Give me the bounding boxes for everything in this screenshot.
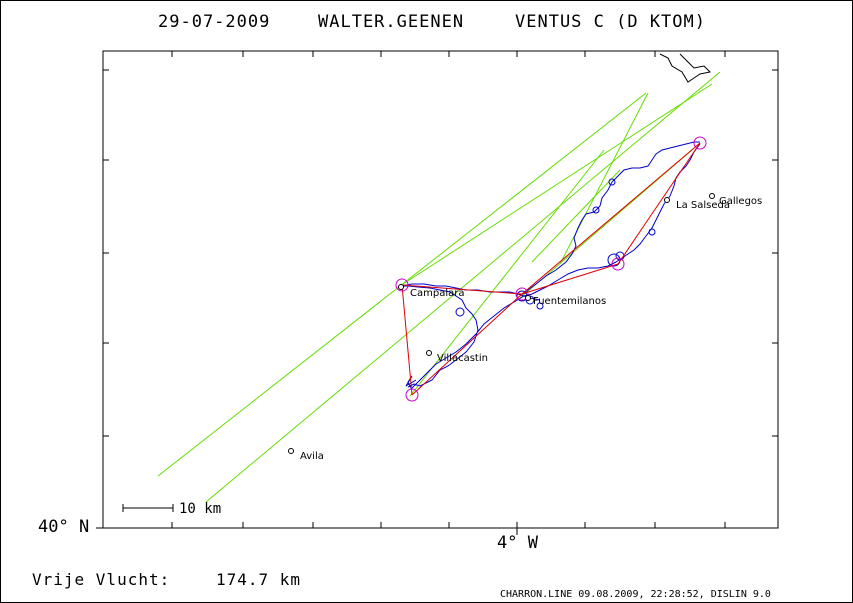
bottom-ticks xyxy=(171,522,726,535)
place-dot xyxy=(709,193,715,199)
flight-date: 29-07-2009 xyxy=(158,12,270,32)
plot-frame xyxy=(102,50,779,529)
right-ticks xyxy=(772,69,778,437)
place-label: Gallegos xyxy=(719,196,762,207)
pilot-name: WALTER.GEENEN xyxy=(318,12,464,32)
turnpoint-marker xyxy=(395,278,409,292)
task-legs xyxy=(401,142,701,396)
place-label: La Salseda xyxy=(676,200,730,211)
place-markers xyxy=(288,193,715,454)
left-ticks xyxy=(96,69,109,529)
flight-distance: 174.7 km xyxy=(216,570,301,589)
software-credit: CHARRON.LINE 09.08.2009, 22:28:52, DISLI… xyxy=(500,589,771,600)
place-label: Avila xyxy=(300,451,324,462)
top-ticks xyxy=(171,51,726,57)
place-dot xyxy=(288,448,294,454)
gps-track xyxy=(401,141,701,391)
place-label: Fuentemilanos xyxy=(533,296,606,307)
observation-sectors xyxy=(157,71,721,503)
place-dot xyxy=(664,197,670,203)
place-label: Villacastin xyxy=(437,353,488,364)
place-dot xyxy=(398,284,404,290)
place-label: Campalara xyxy=(410,288,464,299)
glider-name: VENTUS C (D KTOM) xyxy=(515,12,706,32)
scale-bar-label: 10 km xyxy=(179,501,221,517)
turnpoints xyxy=(395,136,707,402)
place-dot xyxy=(525,295,531,301)
scale-bar xyxy=(122,504,174,512)
place-dot xyxy=(426,350,432,356)
longitude-label: 4° W xyxy=(497,533,539,553)
coastline xyxy=(659,53,712,83)
turnpoint-marker xyxy=(611,257,625,271)
turnpoint-marker xyxy=(693,136,707,150)
flight-type-label: Vrije Vlucht: xyxy=(32,570,170,589)
turnpoint-marker xyxy=(515,287,529,301)
latitude-label: 40° N xyxy=(38,517,89,537)
turnpoint-marker xyxy=(405,388,419,402)
